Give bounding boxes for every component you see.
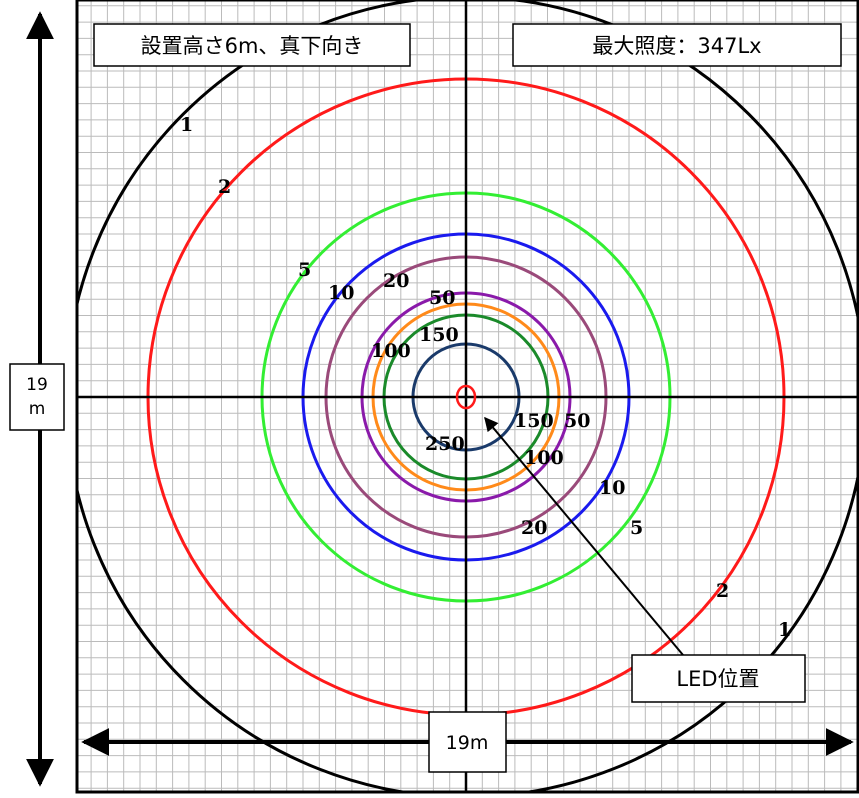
contour-label-1-lower: 1: [778, 619, 791, 641]
height-dimension-label-line2: m: [29, 399, 46, 419]
led-callout-arrow: [484, 416, 684, 656]
led-position-marker: [455, 384, 477, 410]
contour-label-50-upper: 50: [429, 287, 455, 309]
contour-label-5-lower: 5: [630, 517, 643, 539]
contour-label-1-upper: 1: [180, 114, 193, 136]
contour-label-100-upper: 100: [371, 340, 411, 362]
setup-info-text: 設置高さ6m、真下向き: [141, 34, 364, 58]
contour-label-250: 250: [425, 433, 465, 455]
width-dimension-box: [428, 711, 507, 773]
contour-label-2-upper: 2: [218, 176, 231, 198]
contour-label-20-upper: 20: [383, 270, 409, 292]
contour-label-10-lower: 10: [599, 477, 625, 499]
height-dimension-label-line1: 19: [26, 375, 48, 395]
height-dimension-box: [9, 363, 65, 431]
max-lux-text: 最大照度：347Lx: [592, 34, 761, 58]
contour-label-2-lower: 2: [716, 580, 729, 602]
setup-info-box: [93, 23, 411, 67]
contour-label-50-right: 50: [564, 410, 590, 432]
led-label-text: LED位置: [676, 667, 759, 691]
contour-label-100-lower: 100: [524, 447, 564, 469]
contour-label-5-upper: 5: [298, 259, 311, 281]
width-dimension-label: 19m: [446, 732, 489, 754]
max-lux-box: [512, 23, 842, 67]
contour-label-20-lower: 20: [521, 517, 547, 539]
contour-labels: 1 1 2 2 5 5 10 10 20 20 50 50 100 100 15…: [180, 114, 791, 641]
contour-label-150-right: 150: [514, 410, 554, 432]
contour-label-150-upper: 150: [419, 324, 459, 346]
led-label-box: [631, 654, 806, 703]
contour-label-10-upper: 10: [328, 282, 354, 304]
